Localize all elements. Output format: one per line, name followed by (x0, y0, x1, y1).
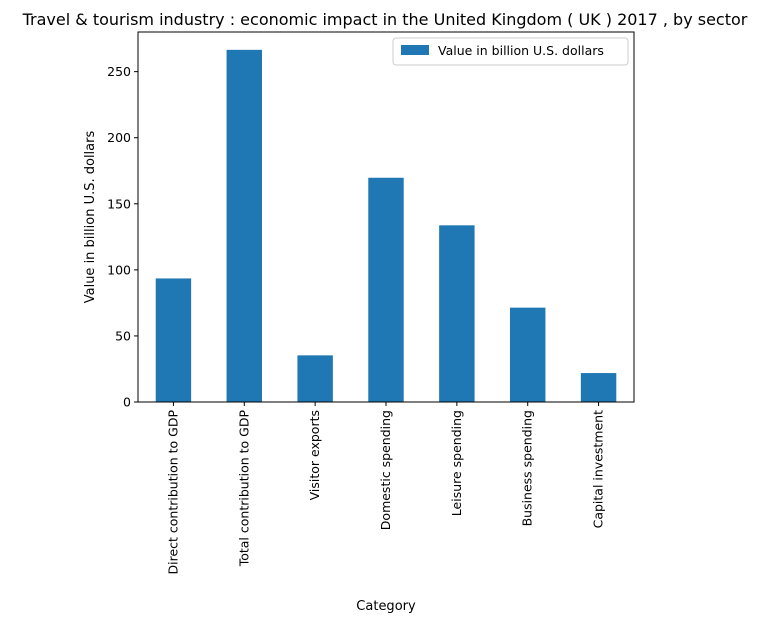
bars-group (155, 49, 617, 402)
y-tick-label: 100 (107, 262, 131, 277)
x-tick-label: Business spending (520, 410, 535, 526)
plot-frame (137, 31, 635, 403)
y-tick-label: 50 (115, 328, 131, 343)
y-axis-label: Value in billion U.S. dollars (83, 131, 98, 304)
bar-visitor-exports (297, 355, 333, 402)
legend-swatch (401, 45, 429, 55)
x-axis-label: Category (356, 599, 416, 614)
x-axis: Direct contribution to GDP Total contribu… (165, 402, 606, 575)
y-tick-label: 200 (107, 130, 131, 145)
chart-title: Travel & tourism industry : economic imp… (22, 10, 748, 29)
bar-total-contribution-to-gdp (226, 49, 262, 402)
x-tick-label: Leisure spending (449, 410, 464, 516)
x-tick-label: Visitor exports (307, 410, 322, 500)
legend-label: Value in billion U.S. dollars (438, 43, 604, 58)
y-tick-label: 0 (123, 395, 131, 410)
legend: Value in billion U.S. dollars (392, 37, 629, 66)
bar-direct-contribution-to-gdp (155, 278, 192, 402)
y-axis: 0 50 100 150 200 250 (107, 64, 138, 410)
bar-domestic-spending (368, 177, 404, 402)
x-tick-label: Capital investment (591, 410, 606, 528)
y-tick-label: 150 (107, 196, 131, 211)
legend-box (392, 37, 629, 66)
y-tick-label: 250 (107, 64, 131, 79)
x-tick-label: Direct contribution to GDP (165, 410, 180, 575)
bar-leisure-spending (439, 225, 475, 402)
bar-business-spending (510, 307, 546, 402)
x-tick-label: Total contribution to GDP (236, 410, 251, 568)
bar-capital-investment (580, 373, 617, 402)
x-tick-label: Domestic spending (378, 410, 393, 530)
